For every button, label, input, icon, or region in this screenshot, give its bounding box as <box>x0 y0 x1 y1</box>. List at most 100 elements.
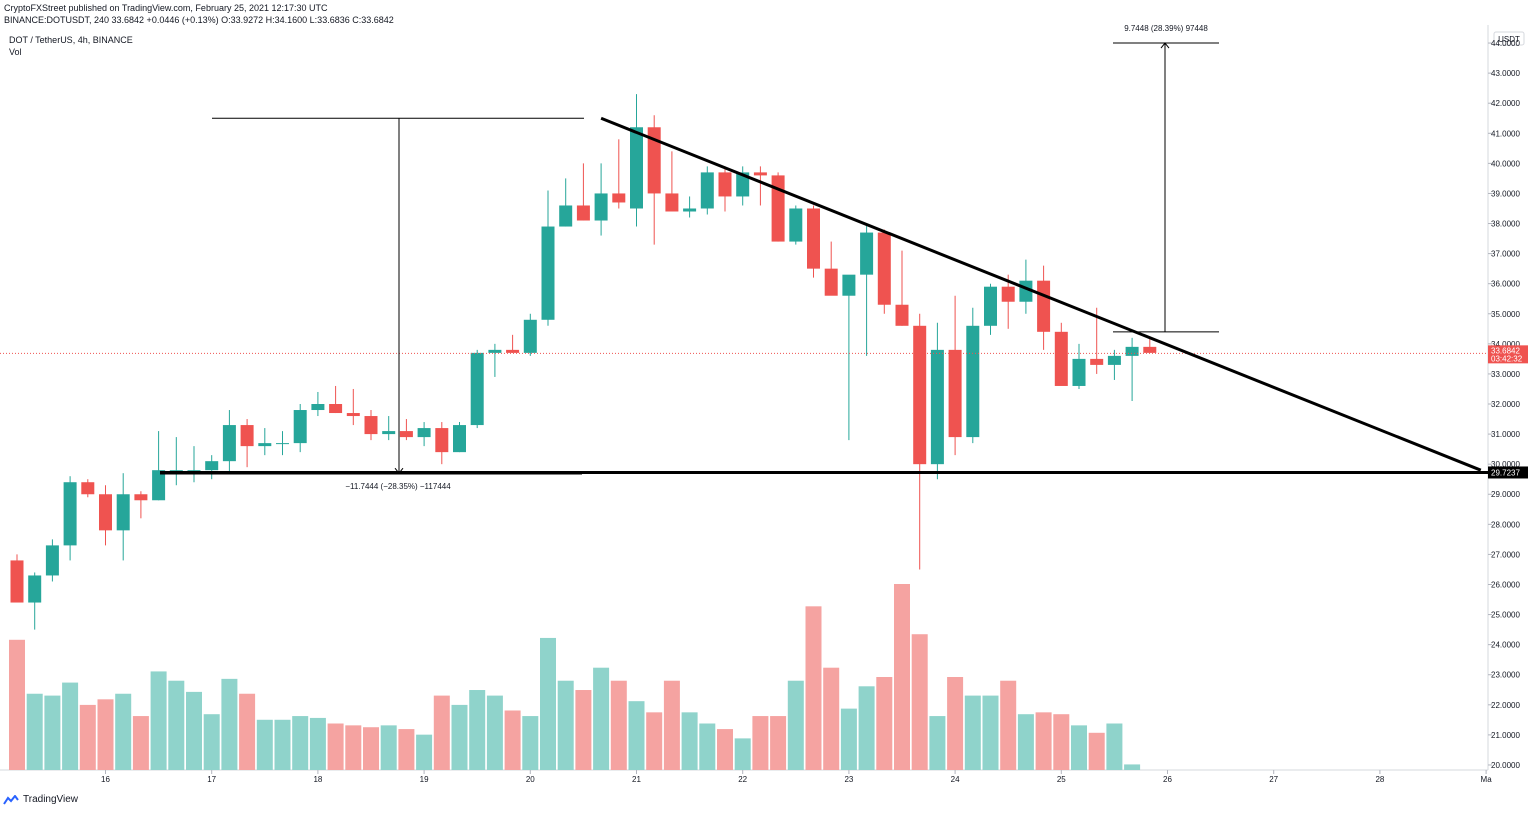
candle-body <box>559 205 573 227</box>
candle[interactable] <box>1125 337 1139 401</box>
candle[interactable] <box>630 94 643 227</box>
candle[interactable] <box>895 250 909 326</box>
descending-trendline[interactable] <box>600 116 1482 472</box>
candle[interactable] <box>222 410 236 474</box>
candle[interactable] <box>683 196 697 218</box>
candle[interactable] <box>789 205 803 245</box>
candle-body <box>1072 358 1086 386</box>
candle[interactable] <box>1001 274 1015 329</box>
candle-body <box>700 172 714 209</box>
candle[interactable] <box>63 476 77 561</box>
candle[interactable] <box>488 343 502 377</box>
ohlc-readout: BINANCE:DOTUSDT, 240 33.6842 +0.0446 (+0… <box>4 15 394 25</box>
candle[interactable] <box>399 419 413 441</box>
candle[interactable] <box>45 539 59 582</box>
tradingview-brand-text: TradingView <box>23 794 79 805</box>
price-tick-label: 22.0000 <box>1491 701 1520 710</box>
candle[interactable] <box>877 229 891 314</box>
price-tick-label: 40.0000 <box>1491 159 1520 168</box>
candle[interactable] <box>116 473 130 561</box>
candle-body <box>913 325 927 465</box>
candle[interactable] <box>612 139 626 209</box>
candle[interactable] <box>1072 343 1086 389</box>
candle-body <box>594 193 608 221</box>
candle-body <box>152 470 166 501</box>
candle[interactable] <box>807 205 820 278</box>
candle[interactable] <box>913 313 927 570</box>
candle[interactable] <box>28 572 42 630</box>
candle-body <box>576 205 590 221</box>
volume-bar <box>540 637 556 770</box>
candle[interactable] <box>346 388 360 426</box>
candle[interactable] <box>1037 265 1051 350</box>
candle-body <box>860 232 874 275</box>
candle[interactable] <box>1090 307 1104 374</box>
candle[interactable] <box>258 428 272 456</box>
candle[interactable] <box>382 416 396 441</box>
tradingview-logo[interactable]: TradingView <box>3 794 78 805</box>
volume-bar <box>221 678 238 770</box>
volume-bar <box>894 584 910 770</box>
candle[interactable] <box>81 479 95 498</box>
candle[interactable] <box>647 115 661 245</box>
price-tick-label: 39.0000 <box>1491 189 1520 198</box>
candle[interactable] <box>930 322 944 480</box>
tradingview-logo-icon <box>3 794 19 805</box>
candle[interactable] <box>169 437 183 486</box>
candle[interactable] <box>205 455 219 480</box>
candle[interactable] <box>99 485 112 546</box>
candle[interactable] <box>594 163 608 236</box>
candle[interactable] <box>665 151 679 212</box>
candle[interactable] <box>364 410 378 441</box>
candle-body <box>984 286 997 326</box>
candle[interactable] <box>329 385 343 414</box>
time-tick-label: 19 <box>420 775 429 784</box>
candle[interactable] <box>435 422 449 465</box>
candle-body <box>842 274 856 296</box>
candle[interactable] <box>541 190 555 326</box>
candle[interactable] <box>293 404 307 453</box>
volume-bar <box>26 693 43 770</box>
candle[interactable] <box>842 274 856 441</box>
candle[interactable] <box>523 313 537 356</box>
candle[interactable] <box>470 349 484 429</box>
candle[interactable] <box>10 554 24 603</box>
candle[interactable] <box>1107 349 1121 380</box>
candle[interactable] <box>134 491 148 519</box>
candle[interactable] <box>1054 322 1068 386</box>
candle[interactable] <box>860 223 874 356</box>
volume-bar <box>1000 680 1017 770</box>
time-tick-label: 17 <box>207 775 216 784</box>
candle[interactable] <box>966 307 980 444</box>
volume-bar <box>363 727 379 770</box>
volume-bar <box>840 708 857 770</box>
candle[interactable] <box>718 166 732 212</box>
candle[interactable] <box>506 334 520 353</box>
candle-body <box>948 349 962 438</box>
candle[interactable] <box>736 166 750 206</box>
candle[interactable] <box>559 178 573 227</box>
candle[interactable] <box>311 391 325 417</box>
candle[interactable] <box>753 166 767 206</box>
candle[interactable] <box>152 431 166 501</box>
candle[interactable] <box>984 283 997 335</box>
volume-bar <box>1053 714 1070 770</box>
candle[interactable] <box>824 241 838 296</box>
candle[interactable] <box>1143 337 1157 353</box>
candle-body <box>665 193 679 212</box>
candle[interactable] <box>700 166 714 215</box>
candle[interactable] <box>948 295 962 456</box>
price-tick-label: 27.0000 <box>1491 550 1520 559</box>
candle[interactable] <box>771 172 785 242</box>
candle[interactable] <box>576 163 590 221</box>
candle[interactable] <box>417 422 431 447</box>
candle[interactable] <box>276 431 289 456</box>
candle[interactable] <box>453 422 466 453</box>
support-price-label: 29.7237 <box>1491 468 1520 477</box>
candle-body <box>1054 331 1068 386</box>
time-tick-label: 21 <box>632 775 641 784</box>
candle[interactable] <box>187 446 201 483</box>
candle[interactable] <box>240 419 254 468</box>
price-tick-label: 29.0000 <box>1491 490 1520 499</box>
